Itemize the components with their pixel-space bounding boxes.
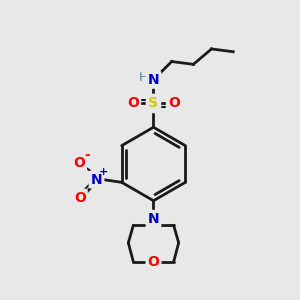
Text: O: O bbox=[168, 97, 180, 110]
Text: N: N bbox=[148, 212, 159, 226]
Text: -: - bbox=[84, 148, 90, 162]
Text: O: O bbox=[73, 156, 85, 170]
Text: N: N bbox=[91, 172, 102, 187]
Text: O: O bbox=[127, 97, 139, 110]
Text: N: N bbox=[148, 73, 159, 87]
Text: S: S bbox=[148, 97, 158, 110]
Text: +: + bbox=[99, 167, 108, 177]
Text: O: O bbox=[148, 255, 159, 269]
Text: O: O bbox=[74, 191, 86, 205]
Text: H: H bbox=[139, 71, 148, 84]
